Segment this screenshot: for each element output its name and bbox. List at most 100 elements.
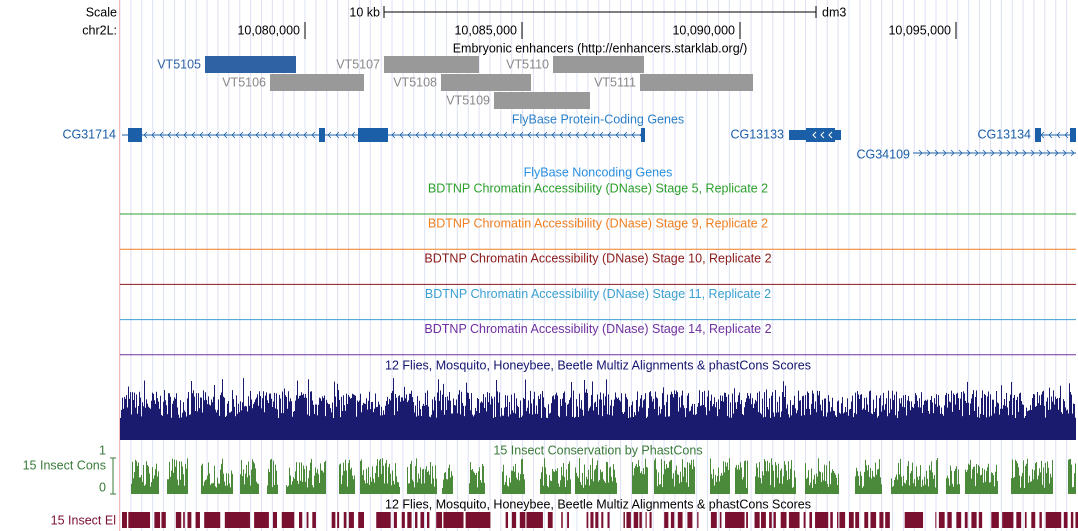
exon bbox=[358, 128, 388, 142]
conservation-wiggle bbox=[120, 378, 1076, 440]
strand-arrow bbox=[143, 131, 148, 139]
conserved-element bbox=[623, 512, 625, 528]
strand-arrow bbox=[239, 131, 244, 139]
conserved-element bbox=[848, 512, 854, 528]
ruler-tick-label: 10,090,000 bbox=[672, 23, 735, 37]
track-title: 12 Flies, Mosquito, Honeybee, Beetle Mul… bbox=[385, 358, 811, 372]
enhancer-box bbox=[553, 56, 644, 73]
conserved-element bbox=[1031, 512, 1036, 528]
scale-bar bbox=[383, 6, 817, 18]
exon bbox=[319, 128, 325, 142]
strand-arrow bbox=[247, 131, 252, 139]
axis-label: 0 bbox=[99, 480, 106, 494]
conserved-element bbox=[879, 512, 884, 528]
strand-arrow bbox=[503, 131, 508, 139]
conserved-element bbox=[547, 512, 553, 528]
strand-arrow bbox=[495, 131, 500, 139]
conserved-element bbox=[626, 512, 631, 528]
conserved-element bbox=[281, 512, 295, 528]
conserved-element bbox=[639, 512, 642, 528]
track-title: BDTNP Chromatin Accessibility (DNase) St… bbox=[428, 216, 768, 230]
conserved-element bbox=[595, 512, 599, 528]
strand-arrow bbox=[615, 131, 620, 139]
strand-arrow bbox=[1064, 131, 1069, 139]
conserved-element bbox=[991, 512, 999, 528]
conserved-element bbox=[725, 512, 745, 528]
enhancer-box bbox=[494, 92, 590, 109]
strand-arrow bbox=[231, 131, 236, 139]
conserved-element bbox=[809, 512, 813, 528]
strand-arrow bbox=[1038, 149, 1043, 157]
strand-arrow bbox=[1070, 149, 1075, 157]
strand-arrow bbox=[191, 131, 196, 139]
conserved-element bbox=[855, 512, 860, 528]
strand-arrow bbox=[567, 131, 572, 139]
conserved-element bbox=[649, 512, 652, 528]
enhancer-label: VT5108 bbox=[393, 75, 437, 89]
strand-arrow bbox=[1022, 149, 1027, 157]
conserved-element bbox=[526, 512, 543, 528]
strand-arrow bbox=[511, 131, 516, 139]
strand-arrow bbox=[279, 131, 284, 139]
conserved-element bbox=[935, 512, 937, 528]
axis-ticks bbox=[110, 457, 116, 495]
conserved-element bbox=[664, 512, 669, 528]
strand-arrow bbox=[990, 149, 995, 157]
strand-arrow bbox=[599, 131, 604, 139]
strand-arrow bbox=[431, 131, 436, 139]
strand-arrow bbox=[828, 131, 833, 139]
strand-arrow bbox=[1030, 149, 1035, 157]
strand-arrow bbox=[527, 131, 532, 139]
strand-arrow bbox=[631, 131, 636, 139]
strand-arrow bbox=[463, 131, 468, 139]
conserved-element bbox=[754, 512, 760, 528]
enhancer-label: VT5109 bbox=[446, 93, 490, 107]
enhancer-label: VT5107 bbox=[336, 57, 380, 71]
conserved-element bbox=[956, 512, 962, 528]
strand-arrow bbox=[1046, 149, 1051, 157]
strand-arrow bbox=[439, 131, 444, 139]
exon bbox=[1070, 128, 1076, 142]
conserved-element bbox=[697, 512, 699, 528]
phastcons-wiggle bbox=[131, 458, 1076, 494]
conserved-element bbox=[312, 512, 316, 528]
strand-arrow bbox=[1006, 149, 1011, 157]
track-title: 15 Insect Conservation by PhastCons bbox=[493, 443, 702, 457]
conserved-element bbox=[401, 512, 405, 528]
enhancer-box bbox=[205, 56, 296, 73]
gene-label: CG13133 bbox=[730, 127, 784, 141]
strand-arrow bbox=[1062, 149, 1067, 157]
strand-arrow bbox=[223, 131, 228, 139]
conserved-element bbox=[204, 512, 221, 528]
enhancer-box bbox=[441, 74, 531, 91]
strand-arrow bbox=[303, 131, 308, 139]
conserved-element bbox=[601, 512, 604, 528]
strand-arrow bbox=[982, 149, 987, 157]
strand-arrow bbox=[351, 131, 356, 139]
strand-arrow bbox=[391, 131, 396, 139]
strand-arrow bbox=[263, 131, 268, 139]
strand-arrow bbox=[399, 131, 404, 139]
strand-arrow bbox=[175, 131, 180, 139]
strand-arrow bbox=[151, 131, 156, 139]
exon bbox=[789, 130, 806, 140]
conserved-element bbox=[1024, 512, 1027, 528]
conserved-element bbox=[864, 512, 869, 528]
conserved-element bbox=[358, 512, 365, 528]
conserved-element bbox=[964, 512, 968, 528]
conserved-element bbox=[175, 512, 182, 528]
conserved-element bbox=[677, 512, 683, 528]
strand-arrow bbox=[271, 131, 276, 139]
assembly-label: dm3 bbox=[822, 5, 846, 19]
exon bbox=[835, 130, 841, 140]
conserved-element bbox=[710, 512, 717, 528]
conserved-element bbox=[154, 512, 161, 528]
strand-arrow bbox=[958, 149, 963, 157]
conserved-element bbox=[839, 512, 846, 528]
strand-arrow bbox=[934, 149, 939, 157]
conserved-element bbox=[183, 512, 185, 528]
strand-arrow bbox=[623, 131, 628, 139]
strand-arrow bbox=[575, 131, 580, 139]
strand-arrow bbox=[1056, 131, 1061, 139]
